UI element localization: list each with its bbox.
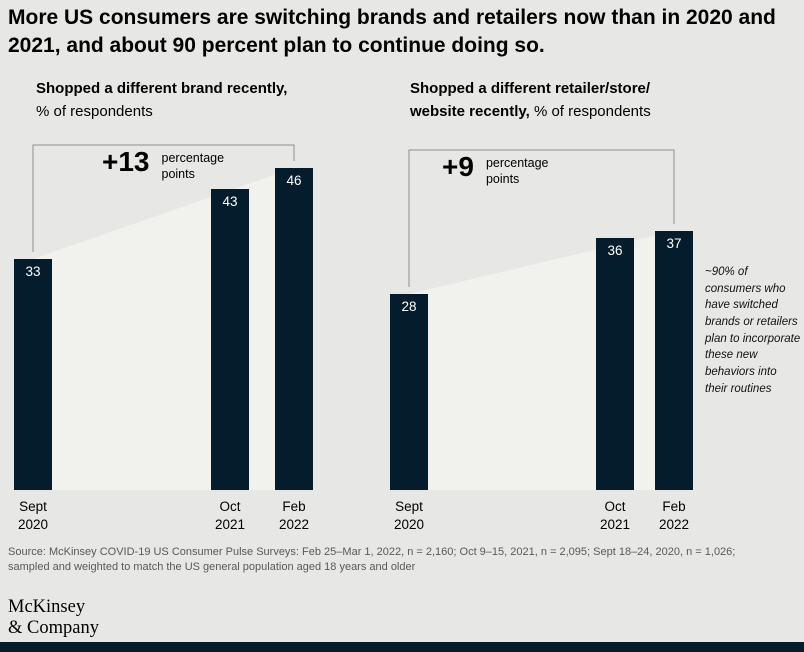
retailer-bar-value-feb-2022: 37: [666, 236, 682, 251]
brand-switching-chart: 33 43 46 +13 percentage points Sept 2020…: [14, 140, 362, 532]
retailer-axis-label-feb-2022: Feb 2022: [658, 499, 690, 532]
brand-chart-heading-line2: % of respondents: [36, 102, 153, 120]
mckinsey-logo: McKinsey & Company: [8, 597, 99, 640]
page-title: More US consumers are switching brands a…: [8, 6, 776, 57]
brand-axis-label-feb-2022: Feb 2022: [278, 499, 310, 532]
mckinsey-logo-line1: McKinsey: [8, 597, 86, 617]
brand-bar-sept-2020: 33: [14, 259, 52, 490]
bottom-accent-bar: [0, 642, 804, 652]
brand-chart-heading: Shopped a different brand recently, % of…: [36, 78, 287, 123]
delta-bracket: [32, 144, 295, 252]
brand-bar-oct-2021: 43: [211, 189, 249, 490]
mckinsey-logo-line2: & Company: [8, 618, 99, 639]
brand-bar-feb-2022: 46: [275, 168, 313, 490]
retailer-bar-feb-2022: 37: [655, 231, 693, 490]
retailer-chart-heading-line2: website recently, % of respondents: [410, 102, 651, 120]
retailer-bar-value-sept-2020: 28: [401, 299, 417, 314]
retailer-chart-heading-line1: Shopped a different retailer/store/: [410, 80, 651, 97]
side-note: ~90% of consumers who have switched bran…: [705, 266, 801, 395]
retailer-switching-chart: 28 36 37 +9 percentage points Sept 2020 …: [390, 140, 702, 532]
retailer-delta-annotation: +9 percentage points: [442, 153, 556, 188]
trend-area: [33, 168, 294, 490]
retailer-axis-label-sept-2020: Sept 2020: [393, 499, 425, 532]
brand-bar-value-oct-2021: 43: [222, 194, 238, 209]
brand-axis-label-oct-2021: Oct 2021: [214, 499, 246, 532]
brand-delta-unit: percentage points: [161, 151, 225, 182]
brand-bar-value-feb-2022: 46: [286, 173, 302, 188]
retailer-bar-oct-2021: 36: [596, 238, 634, 490]
trend-area: [409, 231, 674, 490]
brand-delta-annotation: +13 percentage points: [102, 148, 232, 183]
brand-bar-value-sept-2020: 33: [25, 264, 41, 279]
retailer-axis-label-oct-2021: Oct 2021: [599, 499, 631, 532]
retailer-chart-heading: Shopped a different retailer/store/ webs…: [410, 78, 651, 123]
brand-delta-number: +13: [102, 146, 150, 177]
retailer-delta-number: +9: [442, 151, 474, 182]
brand-chart-heading-line1: Shopped a different brand recently,: [36, 80, 288, 97]
brand-axis-label-sept-2020: Sept 2020: [17, 499, 49, 532]
retailer-bar-sept-2020: 28: [390, 294, 428, 490]
source-note: Source: McKinsey COVID-19 US Consumer Pu…: [8, 546, 736, 574]
delta-bracket: [408, 149, 675, 287]
retailer-bar-value-oct-2021: 36: [607, 243, 623, 258]
retailer-delta-unit: percentage points: [485, 156, 549, 187]
